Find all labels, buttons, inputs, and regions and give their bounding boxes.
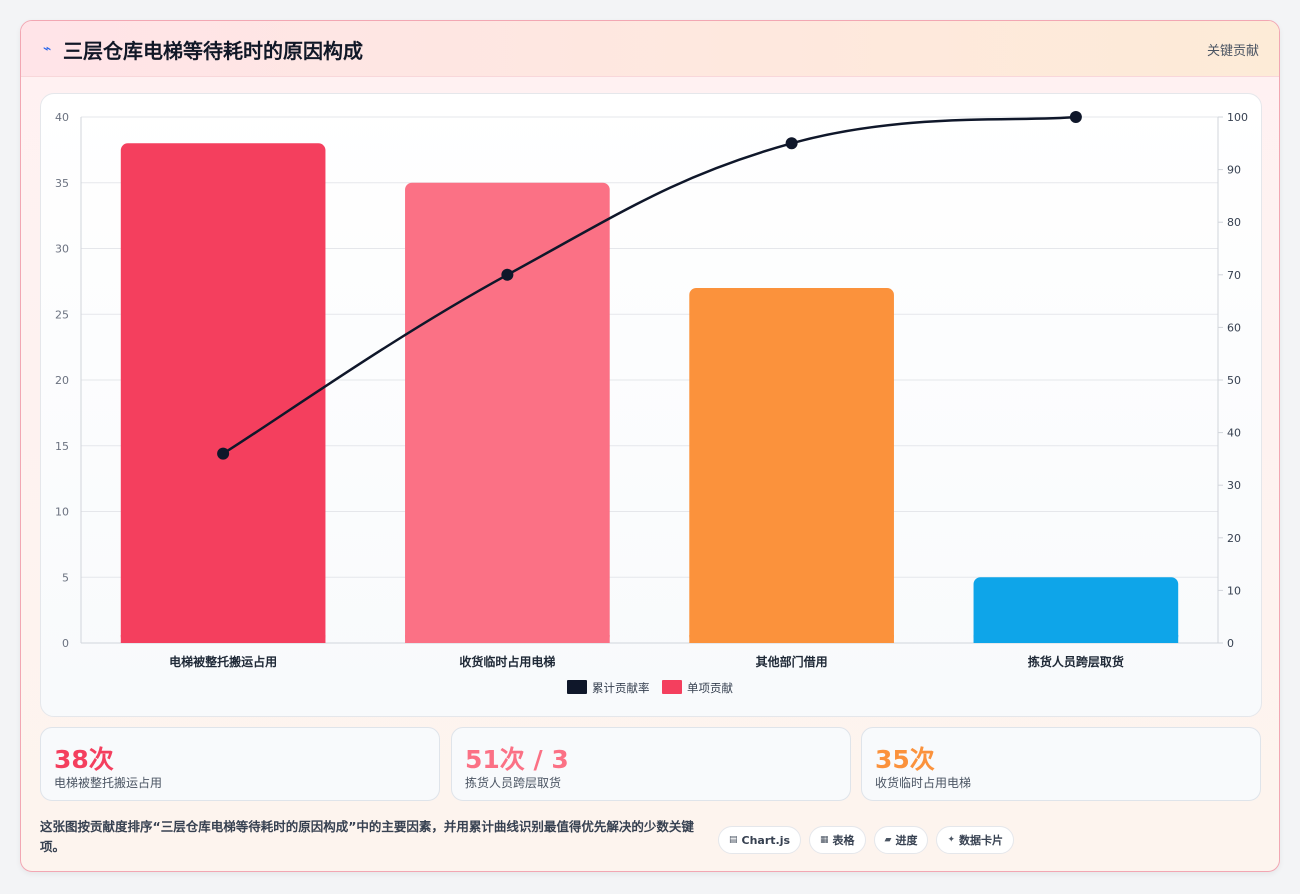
chart-panel: 0 5 10 15 20 25 30 35 40 0 10 20 30 40 50 60 70 80 90 100 电梯… [40, 93, 1262, 717]
y-left-tick-label: 20 [55, 374, 69, 387]
bar [405, 182, 610, 643]
chart-description: 这张图按贡献度排序“三层仓库电梯等待耗时的原因构成”中的主要因素，并用累计曲线识… [40, 819, 694, 854]
cumulative-point [1069, 111, 1082, 123]
y-right-tick-label: 60 [1227, 321, 1241, 334]
card-header: ⌁ 三层仓库电梯等待耗时的原因构成 关键贡献 [21, 21, 1279, 77]
bar-base [973, 635, 1179, 643]
y-right-tick-label: 90 [1227, 164, 1241, 177]
cumulative-point [501, 268, 514, 281]
y-right-tick-label: 50 [1227, 374, 1241, 387]
stat-card-3: 35次 收货临时占用电梯 [861, 727, 1261, 801]
legend-label: 累计贡献率 [592, 681, 650, 695]
chart-title: 三层仓库电梯等待耗时的原因构成 [63, 39, 363, 63]
y-left-tick-label: 5 [62, 571, 69, 584]
progress-icon: ▰ [884, 835, 892, 845]
sparkle-icon: ✦ [947, 835, 956, 845]
y-left-tick-label: 30 [55, 243, 69, 256]
cumulative-line [222, 115, 1076, 455]
bar [120, 143, 326, 644]
legend-label: 单项贡献 [687, 681, 733, 695]
y-right-tick-label: 100 [1227, 111, 1248, 124]
tag-label: Chart.js [741, 833, 791, 847]
stat-label: 拣货人员跨层取货 [465, 776, 562, 790]
bar [689, 287, 894, 643]
tag-label: 进度 [895, 834, 918, 847]
tag-label: 数据卡片 [959, 834, 1004, 847]
y-left-tick-label: 0 [62, 637, 69, 650]
bar-base [405, 635, 610, 643]
bar-base [689, 635, 894, 643]
table-icon: ▦ [820, 835, 829, 845]
y-right-tick-label: 10 [1227, 584, 1241, 597]
y-left-tick-label: 15 [55, 440, 69, 453]
chart-icon: ▤ [729, 835, 738, 845]
lightning-icon: ⌁ [43, 41, 52, 57]
stat-value: 35次 [875, 745, 935, 774]
tag-chartjs[interactable]: ▤ Chart.js [718, 826, 802, 854]
y-left-tick-label: 10 [55, 506, 69, 519]
y-left-tick-label: 25 [55, 308, 69, 321]
y-right-tick-label: 40 [1227, 427, 1241, 440]
y-left-tick-label: 35 [55, 177, 69, 190]
x-tick-label: 拣货人员跨层取货 [1028, 654, 1124, 669]
stat-value: 51次 / 3 [465, 745, 569, 774]
stat-label: 收货临时占用电梯 [875, 776, 972, 790]
y-right-tick-label: 0 [1227, 637, 1234, 650]
bar-base [120, 635, 326, 643]
y-left-tick-label: 40 [55, 111, 69, 124]
bar [973, 577, 1179, 643]
key-contribution-badge: 关键贡献 [1206, 44, 1259, 59]
stat-card-1: 38次 电梯被整托搬运占用 [40, 727, 440, 801]
y-right-tick-label: 80 [1227, 216, 1241, 229]
stat-value: 38次 [54, 745, 114, 774]
cumulative-point [217, 447, 230, 460]
pareto-chart: 0 5 10 15 20 25 30 35 40 0 10 20 30 40 50 60 70 80 90 100 电梯… [55, 111, 1248, 695]
cumulative-point [785, 137, 798, 150]
chart-card: ⌁ 三层仓库电梯等待耗时的原因构成 关键贡献 0 5 10 15 20 25 30 35 40 0… [20, 20, 1280, 872]
y-right-tick-label: 20 [1227, 532, 1241, 545]
tag-list: ▤ Chart.js ▦ 表格 ▰ 进度 ✦ 数据卡片 [718, 826, 1015, 854]
x-tick-label: 其他部门借用 [756, 654, 828, 669]
x-tick-label: 收货临时占用电梯 [459, 654, 555, 669]
legend-swatch [662, 680, 682, 694]
stat-card-2: 51次 / 3 拣货人员跨层取货 [451, 727, 851, 801]
y-right-tick-label: 30 [1227, 479, 1241, 492]
legend-swatch [567, 680, 587, 694]
tag-progress[interactable]: ▰ 进度 [873, 826, 929, 854]
tag-data-card[interactable]: ✦ 数据卡片 [936, 826, 1015, 854]
stat-label: 电梯被整托搬运占用 [54, 776, 163, 790]
x-tick-label: 电梯被整托搬运占用 [169, 654, 277, 669]
tag-label: 表格 [832, 834, 855, 847]
y-right-tick-label: 70 [1227, 269, 1241, 282]
tag-table[interactable]: ▦ 表格 [809, 826, 866, 854]
